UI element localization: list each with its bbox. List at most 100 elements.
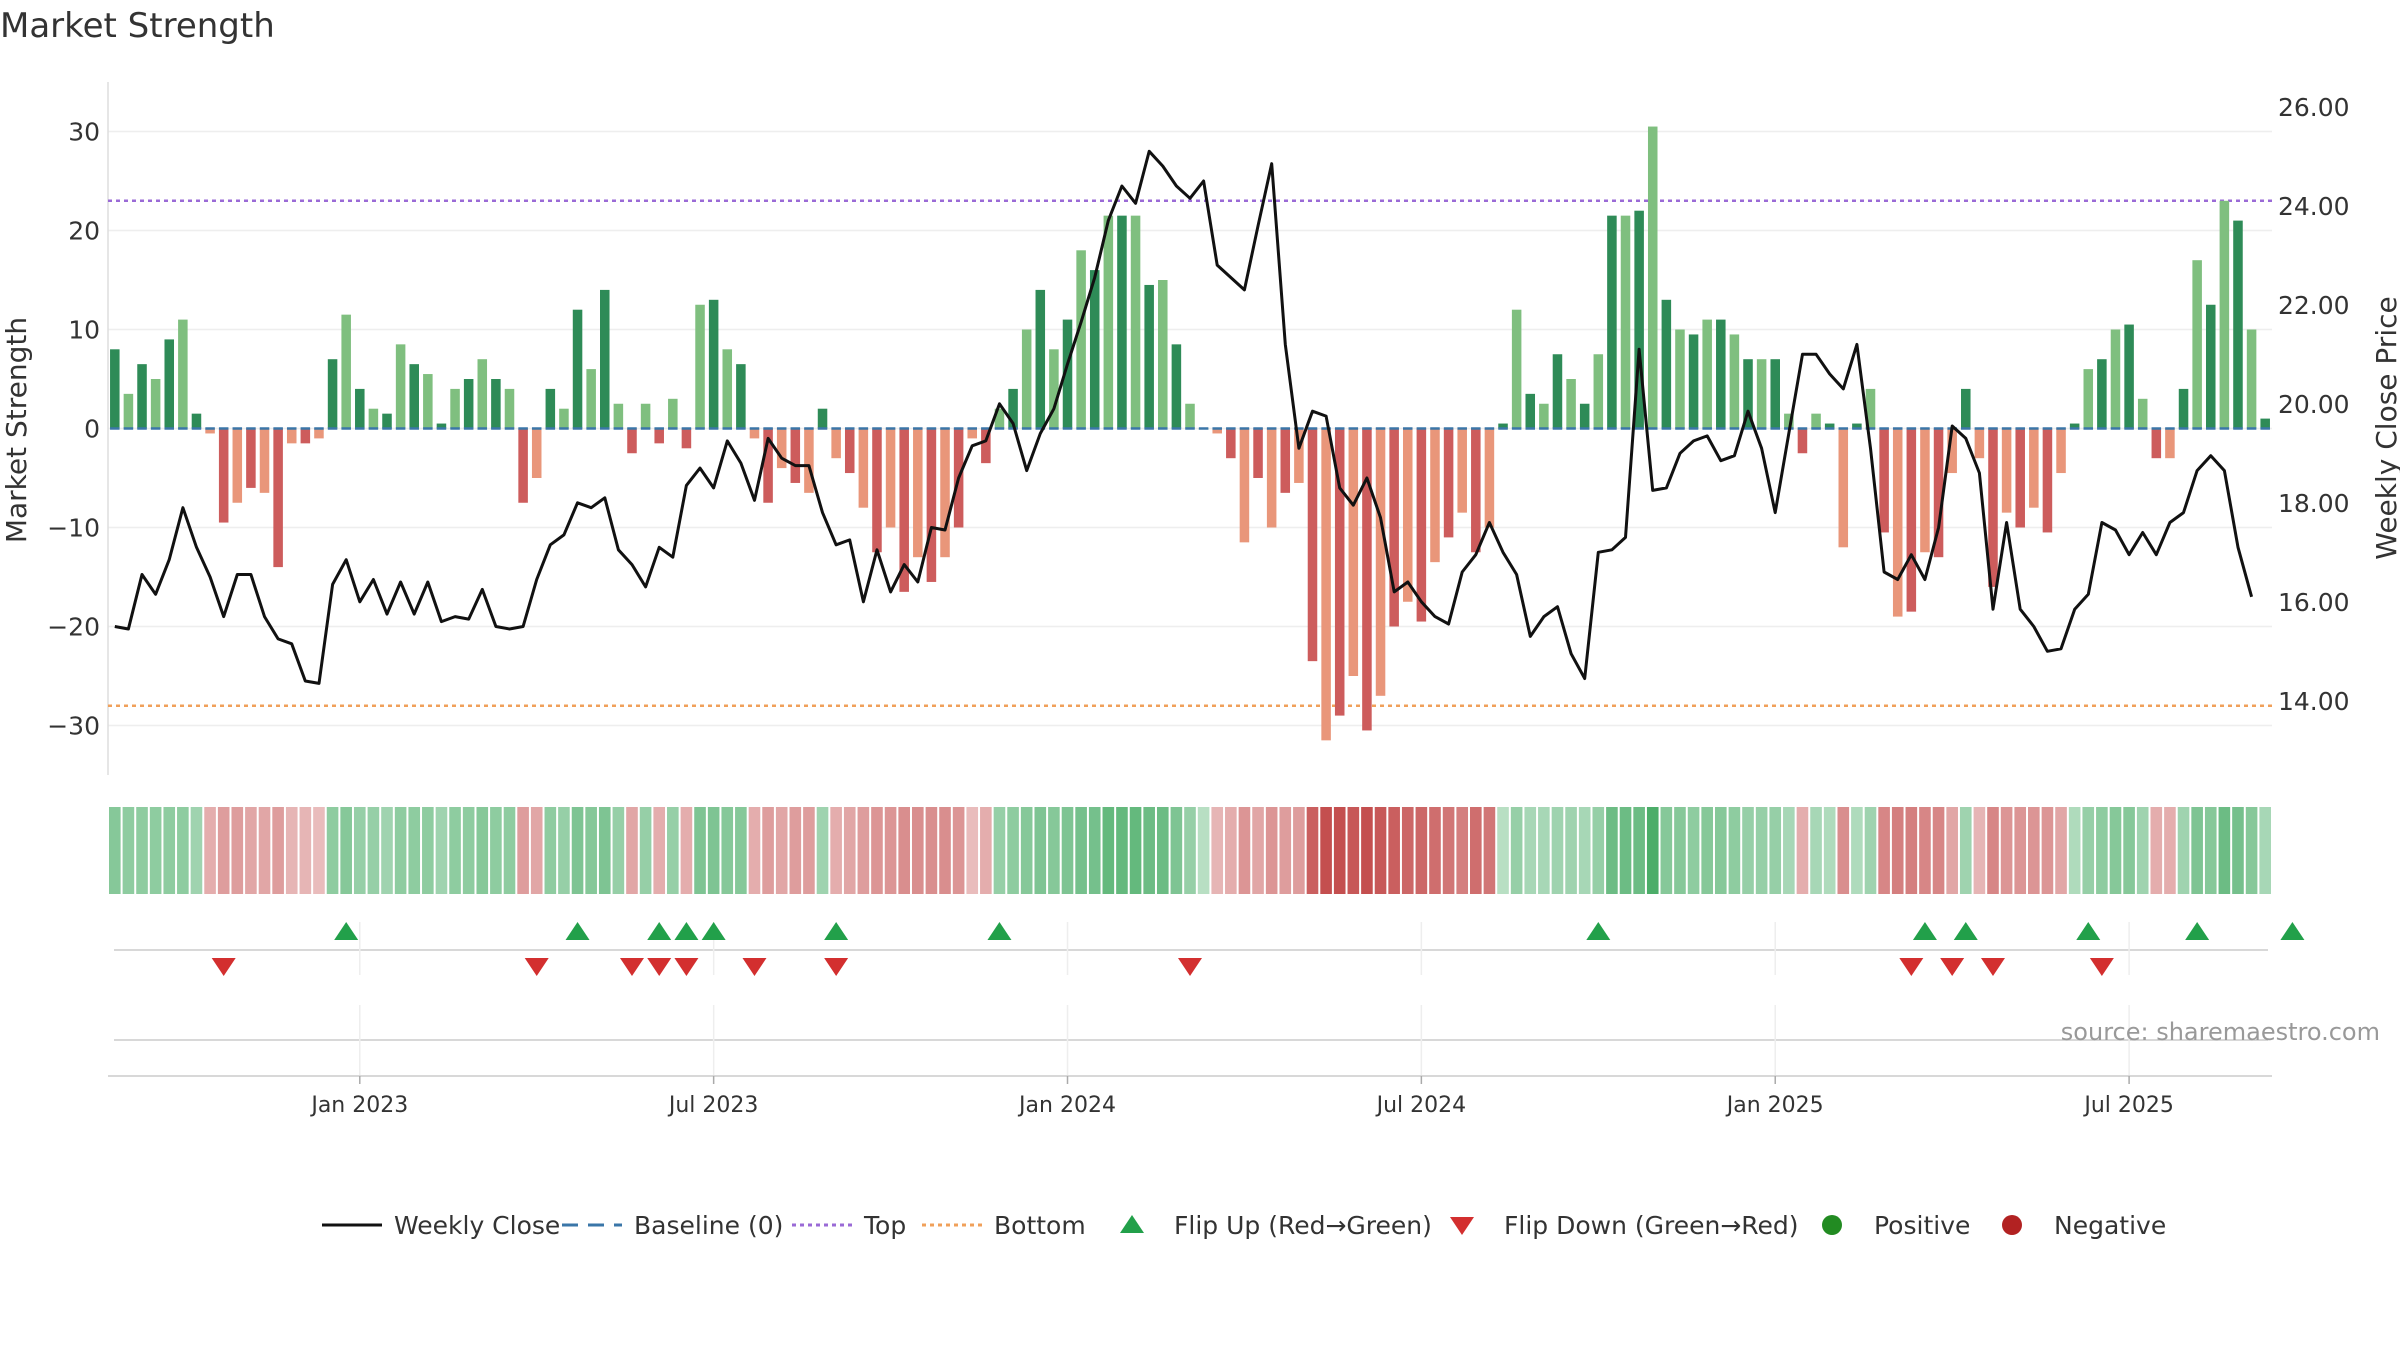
strength-bar — [1144, 284, 1154, 429]
heat-cell — [1415, 807, 1428, 894]
weekly-close-line — [114, 149, 2254, 685]
strength-bar — [1879, 428, 1889, 533]
strength-bar — [613, 403, 624, 429]
flip-up-marker — [2185, 922, 2210, 940]
heat-cell — [735, 807, 747, 894]
y-tick-label: 10 — [68, 316, 100, 345]
legend-item: Flip Down (Green→Red) — [1450, 1211, 1799, 1240]
strength-bar — [1688, 334, 1699, 429]
strength-bar — [2178, 388, 2189, 429]
heat-cell — [1973, 807, 1986, 894]
heat-cell — [2136, 807, 2149, 894]
legend-swatch — [1120, 1215, 1144, 1233]
strength-bar — [2001, 428, 2012, 513]
heat-cell — [1020, 807, 1033, 894]
x-tick-label: Jan 2023 — [309, 1093, 408, 1118]
heat-cell — [1007, 807, 1019, 894]
strength-bar — [1770, 359, 1780, 429]
legend-label: Top — [863, 1211, 906, 1240]
y-tick-label: −10 — [47, 514, 100, 543]
heat-cell — [1987, 807, 1999, 894]
strength-bar — [1117, 215, 1127, 429]
strength-bar — [150, 379, 161, 429]
strength-bar — [1212, 428, 1222, 434]
heat-cell — [1524, 807, 1537, 894]
strength-bar — [1716, 319, 1726, 429]
heat-cell — [462, 807, 475, 894]
strength-bar — [2056, 428, 2066, 474]
legend-item: Flip Up (Red→Green) — [1120, 1211, 1432, 1240]
strength-bar — [1185, 403, 1195, 429]
flip-up-marker — [1953, 922, 1978, 940]
strength-bar — [804, 428, 814, 493]
heat-cell — [272, 807, 284, 894]
flip-up-marker — [701, 922, 726, 940]
legend-item: Negative — [2002, 1211, 2166, 1240]
strength-bar — [382, 413, 392, 429]
chart-title: Market Strength — [0, 6, 275, 46]
heat-cell — [1306, 807, 1319, 894]
flip-up-marker — [2076, 922, 2101, 940]
heat-cell — [1959, 807, 1972, 894]
strength-bar — [1416, 428, 1427, 622]
strength-bar — [1402, 428, 1413, 602]
heat-cell — [204, 807, 216, 894]
strength-bar — [967, 428, 978, 439]
heat-cell — [925, 807, 938, 894]
heat-cell — [830, 807, 842, 894]
heat-cell — [1619, 807, 1632, 894]
y-right-tick-label: 20.00 — [2278, 390, 2350, 419]
heat-cell — [1320, 807, 1332, 894]
flip-down-marker — [1980, 958, 2005, 976]
strength-bar — [776, 428, 787, 469]
heat-cell — [952, 807, 965, 894]
heat-cell — [1347, 807, 1360, 894]
legend-label: Negative — [2054, 1211, 2166, 1240]
strength-bar — [2069, 423, 2080, 429]
heat-cell — [2177, 807, 2190, 894]
heat-cell — [190, 807, 203, 894]
flip-up-marker — [987, 922, 1012, 940]
strength-bar — [178, 319, 188, 429]
strength-bar — [1729, 334, 1740, 429]
strength-bar — [1130, 215, 1141, 429]
heat-cell — [1646, 807, 1659, 894]
flip-up-marker — [1912, 922, 1937, 940]
heat-cell — [517, 807, 529, 894]
strength-bar — [246, 428, 256, 488]
left-axis: 30 20 10 0 −10 −20 −30 — [47, 118, 100, 741]
strength-bar — [913, 428, 923, 558]
strength-bar — [504, 388, 515, 429]
strength-bar — [1579, 403, 1590, 429]
heat-cell — [1742, 807, 1754, 894]
heat-cell — [1238, 807, 1251, 894]
legend-label: Weekly Close — [394, 1211, 560, 1240]
strength-bar — [1784, 413, 1794, 429]
heat-cell — [1660, 807, 1673, 894]
legend-label: Baseline (0) — [634, 1211, 783, 1240]
strength-bar — [668, 398, 678, 429]
strength-bar — [1525, 393, 1536, 429]
heat-cell — [122, 807, 135, 894]
heat-cell — [1116, 807, 1128, 894]
strength-bar — [1334, 428, 1345, 716]
heat-cell — [762, 807, 774, 894]
heat-cell — [2055, 807, 2067, 894]
y-right-tick-label: 14.00 — [2278, 687, 2350, 716]
strength-bar — [1035, 289, 1046, 429]
heat-cell — [149, 807, 162, 894]
heat-cell — [1143, 807, 1155, 894]
heat-cell — [993, 807, 1006, 894]
strength-bar — [436, 423, 447, 429]
heat-cell — [1075, 807, 1087, 894]
strength-bar — [654, 428, 664, 444]
heat-cell — [367, 807, 380, 894]
heat-cell — [1687, 807, 1700, 894]
y-tick-label: −20 — [47, 613, 100, 642]
strength-bar — [2083, 369, 2094, 429]
heat-cell — [1279, 807, 1292, 894]
strength-bar — [1552, 354, 1563, 429]
strength-bar — [981, 428, 991, 464]
strength-bar — [1852, 423, 1862, 429]
